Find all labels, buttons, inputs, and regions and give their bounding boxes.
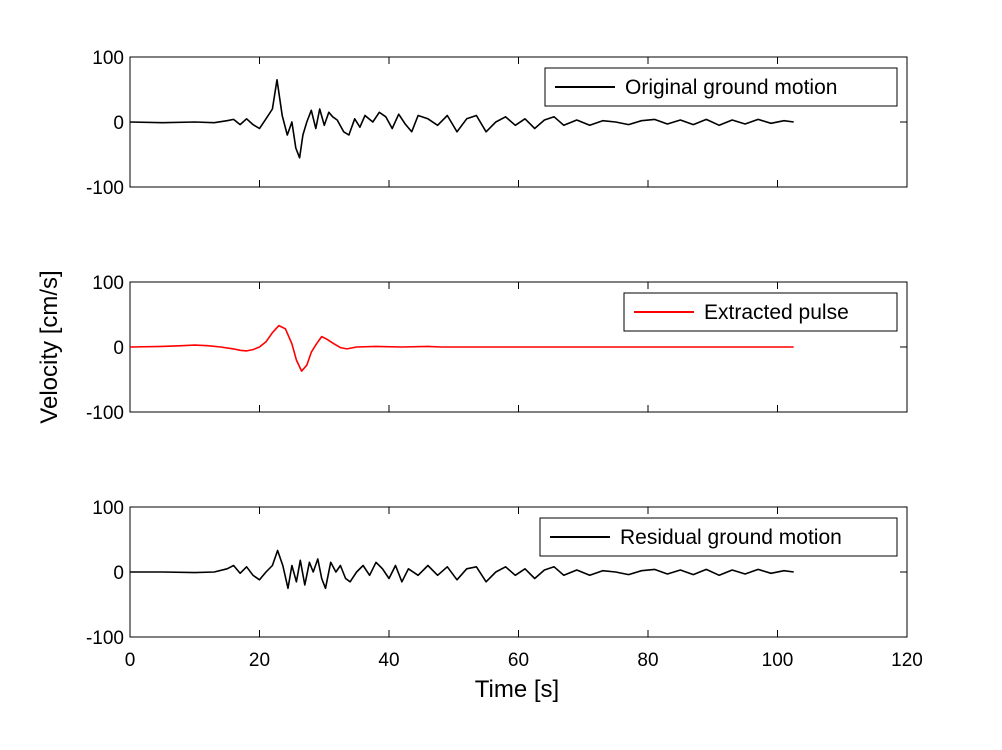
legend-label: Residual ground motion — [620, 526, 842, 549]
y-tick-label: -100 — [86, 178, 124, 199]
x-tick-label: 60 — [508, 650, 529, 671]
y-tick-label: 0 — [113, 113, 124, 134]
y-tick-label: 100 — [92, 498, 124, 519]
series-line-3 — [130, 549, 794, 590]
y-tick-label: 100 — [92, 48, 124, 69]
y-tick-label: 100 — [92, 273, 124, 294]
series-line-2 — [129, 324, 794, 372]
x-tick-label: 100 — [762, 650, 794, 671]
legend-1: Original ground motion — [544, 67, 898, 107]
y-axis-title: Velocity [cm/s] — [36, 270, 63, 423]
x-tick-label: 20 — [249, 650, 270, 671]
y-tick-label: -100 — [86, 403, 124, 424]
y-tick-label: -100 — [86, 628, 124, 649]
legend-label: Original ground motion — [625, 76, 837, 99]
x-tick-label: 80 — [637, 650, 658, 671]
y-tick-label: 0 — [113, 563, 124, 584]
legend-label: Extracted pulse — [704, 301, 849, 324]
legend-2: Extracted pulse — [623, 292, 898, 332]
x-tick-label: 0 — [125, 650, 136, 671]
legend-3: Residual ground motion — [539, 517, 898, 557]
panel-2: 100 0 -100 Extracted pulse — [86, 273, 908, 424]
x-tick-label: 40 — [378, 650, 399, 671]
x-axis-title: Time [s] — [475, 676, 559, 703]
panel-1: 100 0 -100 Original ground motion — [86, 48, 908, 199]
x-tick-label: 120 — [891, 650, 923, 671]
series-line-1 — [129, 79, 794, 159]
y-tick-label: 0 — [113, 338, 124, 359]
